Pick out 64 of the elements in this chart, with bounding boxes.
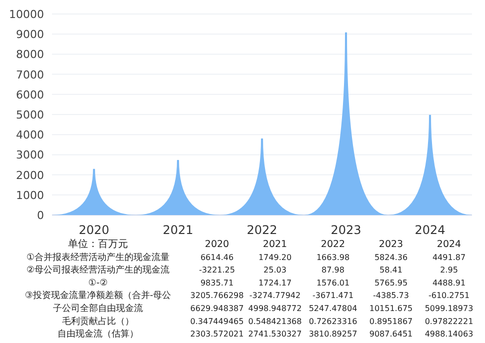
y-tick-label: 子公司全部自由现金流: [53, 303, 143, 314]
data-label: 5824.36: [374, 252, 408, 262]
data-label: -3274.77942: [249, 291, 301, 300]
data-label: 0.97822221: [424, 316, 474, 326]
y-tick-label: 4000: [16, 128, 44, 142]
data-label: 0.548421368: [248, 316, 302, 326]
data-label: -4385.73: [373, 291, 409, 300]
y-tick-label: 3000: [16, 148, 44, 162]
x-tick-label: 2022: [320, 239, 346, 250]
data-label: 25.03: [264, 266, 286, 275]
y-tick-label: 1000: [16, 188, 44, 202]
data-label: 9835.71: [200, 278, 234, 288]
y-tick-label: ①合并报表经营活动产生的现金流量: [26, 252, 170, 263]
y-tick-label: 毛利贡献占比（）: [62, 316, 134, 327]
x-tick-label: 2021: [262, 239, 288, 250]
x-tick-label: 2022: [246, 223, 278, 237]
data-label: 10151.675: [369, 304, 413, 313]
data-label: 9087.6451: [369, 330, 413, 339]
data-label: 2303.572021: [190, 330, 244, 339]
y-tick-label: 自由现金流（估算）: [58, 328, 138, 340]
y-tick-label: 2000: [16, 168, 44, 182]
y-tick-label: 5000: [16, 108, 44, 122]
y-tick-label: ①-②: [88, 278, 108, 288]
x-tick-label: 2024: [414, 223, 446, 237]
data-label: 87.98: [322, 266, 344, 275]
data-label: 0.8951867: [369, 316, 413, 326]
data-label: 2741.530327: [248, 330, 302, 339]
y-tick-label: ②母公司报表经营活动产生的现金流: [26, 264, 170, 276]
data-label: 0.347449465: [190, 316, 244, 326]
data-label: -610.2751: [428, 291, 470, 300]
data-label: -3671.471: [312, 291, 354, 300]
data-label: 5765.95: [374, 278, 408, 288]
data-label: 1749.20: [258, 252, 292, 262]
data-label: 4488.91: [432, 278, 466, 288]
data-label: 1663.98: [316, 252, 350, 262]
data-label: 2.95: [440, 266, 458, 275]
y-tick-label: 6000: [16, 88, 44, 102]
y-tick-label: 0: [37, 209, 44, 222]
data-label: 6629.948387: [190, 304, 244, 313]
data-label: 5247.47804: [308, 304, 358, 313]
y-tick-label: 8000: [16, 48, 44, 62]
data-label: 3810.89257: [308, 330, 358, 339]
y-tick-label: 10000: [9, 8, 44, 21]
data-label: 0.72623316: [308, 316, 358, 326]
data-label: 4998.948772: [248, 304, 302, 313]
x-tick-label: 2023: [378, 239, 404, 250]
data-label: 58.41: [380, 266, 402, 275]
data-label: -3221.25: [199, 266, 235, 275]
data-label: 5099.18973: [424, 304, 474, 313]
x-tick-label: 2020: [204, 239, 230, 250]
data-label: 4988.14063: [424, 330, 474, 339]
data-label: 3205.766298: [190, 291, 244, 300]
data-label: 1724.17: [258, 278, 292, 288]
data-label: 1576.01: [316, 278, 350, 288]
x-tick-label: 2020: [78, 223, 110, 237]
x-tick-label: 2023: [330, 223, 362, 237]
y-tick-label: 7000: [16, 68, 44, 82]
text: 单位：百万元: [68, 238, 128, 250]
data-label: 6614.46: [200, 252, 234, 262]
y-tick-label: 9000: [16, 28, 44, 42]
x-tick-label: 2021: [162, 223, 194, 237]
data-label: 4491.87: [432, 252, 466, 262]
y-tick-label: ③投资现金流量净额差额（合并-母公: [24, 290, 172, 302]
x-tick-label: 2024: [436, 239, 462, 250]
